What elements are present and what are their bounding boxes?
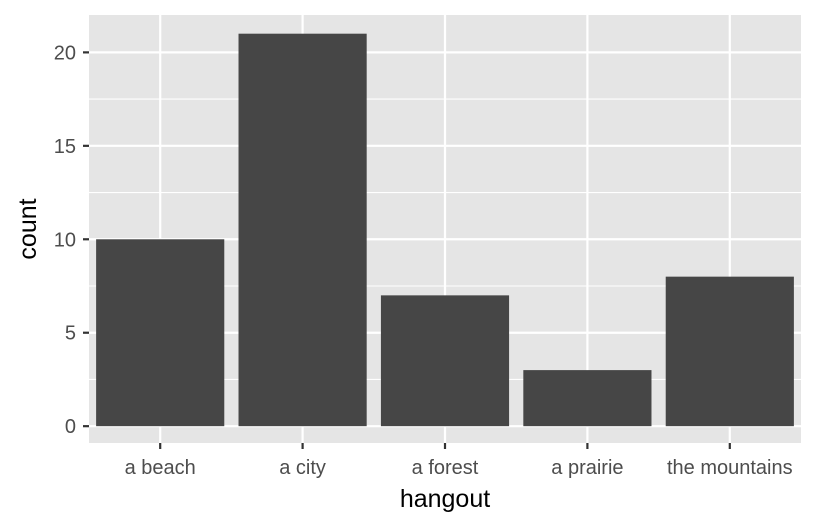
bar: [238, 33, 367, 427]
x-axis: a beach a city a forest a prairie the mounta…: [125, 443, 793, 479]
x-tick-label: a prairie: [551, 457, 623, 479]
bar: [380, 295, 510, 427]
bar: [665, 276, 794, 427]
y-tick-label: 20: [54, 42, 76, 64]
y-tick-label: 0: [65, 416, 76, 438]
bars: [96, 33, 794, 427]
x-tick-label: a city: [279, 457, 326, 479]
y-axis: 0 5 10 15 20: [54, 42, 89, 438]
y-tick-label: 5: [65, 323, 76, 345]
bar: [96, 239, 225, 427]
x-tick-label: a beach: [125, 457, 196, 479]
x-tick-label: a forest: [412, 457, 479, 479]
bar: [523, 370, 652, 427]
x-tick-label: the mountains: [667, 457, 793, 479]
y-tick-label: 10: [54, 229, 76, 251]
y-tick-label: 15: [54, 136, 76, 158]
y-axis-title: count: [14, 198, 42, 259]
x-axis-title: hangout: [400, 485, 490, 513]
